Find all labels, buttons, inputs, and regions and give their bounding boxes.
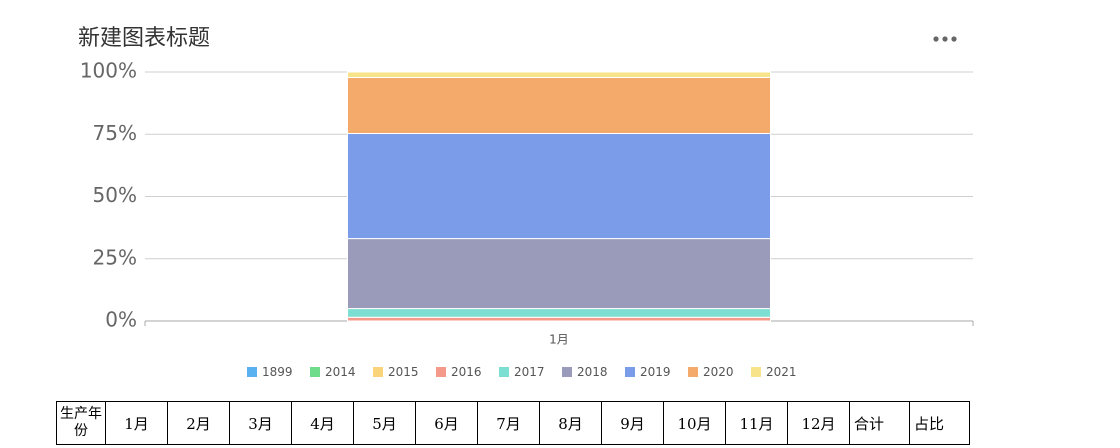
bar-segment — [347, 76, 771, 135]
more-menu[interactable] — [933, 36, 957, 42]
legend-label: 2018 — [577, 365, 608, 379]
y-tick-label: 75% — [93, 121, 137, 145]
chart-title: 新建图表标题 — [78, 26, 210, 51]
bar-segment — [347, 308, 771, 318]
legend-swatch — [310, 367, 320, 377]
data-table: 生产年份 1月 2月 3月 4月 5月 6月 7月 8月 9月 10月 11月 12月 合计 占比 — [56, 401, 970, 445]
table-header-cell: 5月 — [353, 401, 416, 445]
table-header-cell: 11月 — [725, 401, 788, 445]
legend-swatch — [751, 367, 761, 377]
y-tick-label: 50% — [93, 183, 137, 207]
table-header-cell: 7月 — [477, 401, 540, 445]
table-header-cell: 12月 — [787, 401, 850, 445]
table-header-cell: 合计 — [849, 401, 910, 445]
menu-dot — [951, 36, 957, 42]
legend-label: 1899 — [262, 365, 293, 379]
table-header-cell: 9月 — [601, 401, 664, 445]
legend-label: 2019 — [640, 365, 671, 379]
table-header-cell: 生产年份 — [56, 401, 106, 445]
legend-label: 2021 — [766, 365, 797, 379]
y-tick-label: 0% — [105, 308, 137, 332]
legend-swatch — [625, 367, 635, 377]
menu-dot — [942, 36, 948, 42]
y-tick-label: 100% — [80, 59, 137, 83]
legend-swatch — [499, 367, 509, 377]
bar-segment — [347, 238, 771, 310]
table-header-cell: 3月 — [229, 401, 292, 445]
chart: 新建图表标题 0% 25% 50% 75% 100% 1月 1899 2014 2015 2016… — [78, 26, 974, 379]
bar-segment — [347, 133, 771, 240]
legend-label: 2016 — [451, 365, 482, 379]
bar-segment — [347, 71, 771, 78]
x-tick-label: 1月 — [549, 333, 569, 347]
table-header-cell: 6月 — [415, 401, 478, 445]
table-header-cell: 2月 — [167, 401, 230, 445]
legend-label: 2015 — [388, 365, 419, 379]
table-header-cell: 1月 — [105, 401, 168, 445]
legend-label: 2014 — [325, 365, 356, 379]
legend-swatch — [562, 367, 572, 377]
legend-swatch — [247, 367, 257, 377]
table-header: 生产年份 1月 2月 3月 4月 5月 6月 7月 8月 9月 10月 11月 12月 合计 占比 — [56, 401, 970, 445]
menu-dot — [933, 36, 939, 42]
table-header-cell: 10月 — [663, 401, 726, 445]
table-header-cell: 占比 — [909, 401, 970, 445]
table-header-cell: 8月 — [539, 401, 602, 445]
legend-label: 2017 — [514, 365, 545, 379]
table-header-cell: 4月 — [291, 401, 354, 445]
legend-label: 2020 — [703, 365, 734, 379]
legend-swatch — [436, 367, 446, 377]
legend-swatch — [373, 367, 383, 377]
bar-segment — [347, 316, 771, 322]
y-tick-label: 25% — [93, 245, 137, 269]
legend-swatch — [688, 367, 698, 377]
